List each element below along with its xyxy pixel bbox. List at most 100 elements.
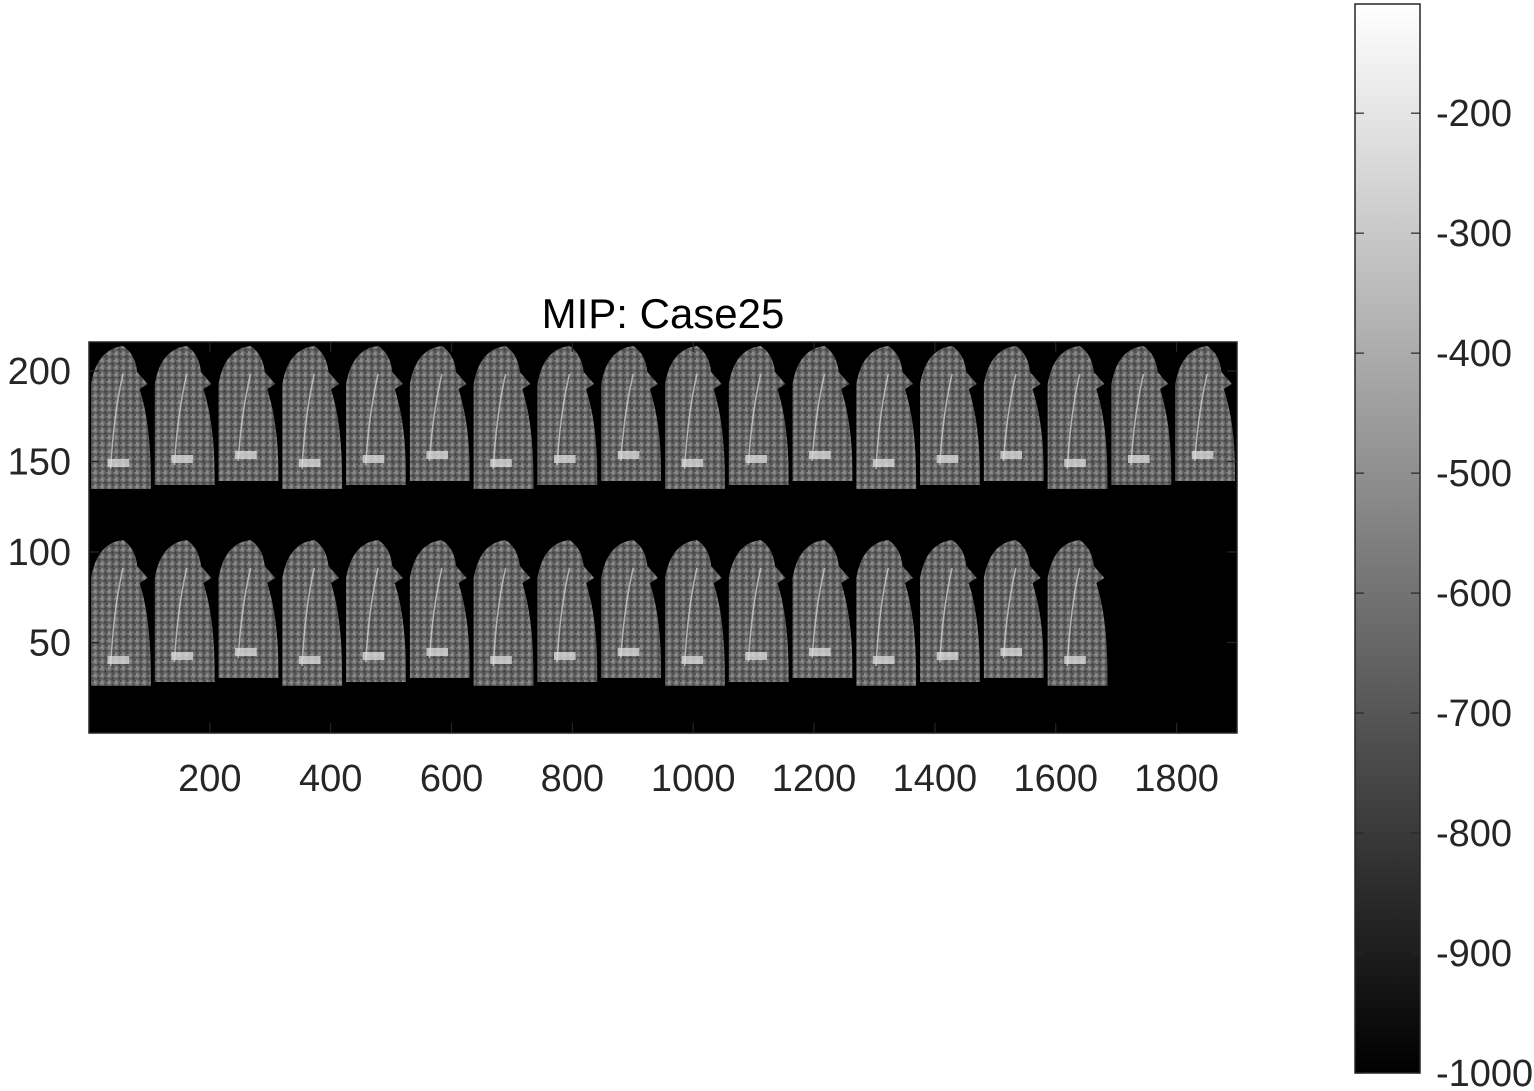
x-tick-label: 1400 bbox=[893, 758, 978, 800]
y-tick-label: 150 bbox=[8, 441, 71, 483]
bright-band bbox=[745, 455, 767, 463]
bright-band bbox=[1191, 451, 1214, 459]
bright-band bbox=[872, 656, 895, 664]
vessel-streak bbox=[747, 373, 762, 466]
colorbar-ticks: -200 -300 -400 -500 -600 -700 -800 -900 -1000 bbox=[1355, 93, 1533, 1091]
bright-band bbox=[426, 451, 449, 459]
colorbar-tick-label: -400 bbox=[1436, 333, 1512, 375]
image-axes: 200 400 600 800 1000 1200 1400 1600 1800 200 150 1… bbox=[8, 341, 1238, 800]
vessel-streak bbox=[109, 567, 124, 667]
lung-tile bbox=[537, 346, 598, 485]
vessel-streak bbox=[938, 373, 953, 466]
bright-band bbox=[1000, 451, 1023, 459]
bright-band bbox=[107, 656, 130, 664]
colorbar-tick-label: -500 bbox=[1436, 453, 1512, 495]
vessel-streak bbox=[492, 567, 507, 667]
vessel-streak bbox=[301, 373, 316, 470]
vessel-streak bbox=[364, 567, 379, 663]
bright-band bbox=[553, 652, 576, 660]
x-tick-label: 1600 bbox=[1013, 758, 1098, 800]
lung-tile bbox=[154, 540, 215, 682]
y-tick-label: 50 bbox=[29, 622, 71, 664]
lung-tile bbox=[983, 540, 1044, 678]
lung-tile bbox=[1111, 346, 1172, 485]
x-tick-label: 1000 bbox=[651, 758, 736, 800]
bright-band bbox=[681, 656, 704, 664]
bright-band bbox=[362, 652, 385, 660]
lung-tile bbox=[792, 540, 853, 678]
lung-tile bbox=[473, 346, 534, 489]
vessel-streak bbox=[1130, 373, 1145, 466]
bright-band bbox=[809, 451, 831, 459]
colorbar: -200 -300 -400 -500 -600 -700 -800 -900 -1000 bbox=[1354, 3, 1533, 1091]
vessel-streak bbox=[173, 373, 188, 466]
bright-band bbox=[617, 451, 640, 459]
vessel-streak bbox=[492, 373, 507, 470]
bright-band bbox=[1064, 459, 1086, 467]
lung-tile bbox=[792, 346, 853, 481]
lung-tile bbox=[665, 540, 725, 686]
lung-tile bbox=[218, 540, 279, 678]
lung-tile bbox=[346, 346, 406, 485]
figure-title: MIP: Case25 bbox=[542, 290, 785, 337]
colorbar-tick-label: -600 bbox=[1436, 573, 1512, 615]
bright-band bbox=[362, 455, 385, 463]
vessel-streak bbox=[556, 567, 571, 663]
image-frame bbox=[88, 341, 1238, 734]
lung-tile bbox=[154, 346, 215, 485]
lung-tile bbox=[409, 346, 470, 481]
bright-band bbox=[235, 648, 257, 656]
vessel-streak bbox=[173, 567, 188, 663]
vessel-streak bbox=[747, 567, 762, 663]
lung-tile bbox=[728, 346, 789, 485]
bright-band bbox=[681, 459, 704, 467]
colorbar-tick-label: -1000 bbox=[1436, 1053, 1533, 1091]
lung-tile bbox=[665, 346, 725, 489]
y-axis-ticks: 200 150 100 50 bbox=[8, 351, 1237, 664]
lung-tile bbox=[346, 540, 406, 682]
bright-band bbox=[617, 648, 640, 656]
mip-tiles bbox=[91, 346, 1235, 686]
vessel-streak bbox=[683, 567, 698, 667]
lung-tile bbox=[409, 540, 470, 678]
vessel-streak bbox=[875, 567, 890, 667]
x-tick-label: 200 bbox=[178, 758, 241, 800]
colorbar-tick-label: -700 bbox=[1436, 693, 1512, 735]
vessel-streak bbox=[1066, 373, 1081, 470]
x-tick-label: 1200 bbox=[772, 758, 857, 800]
lung-tile bbox=[983, 346, 1044, 481]
lung-tile bbox=[218, 346, 279, 481]
image-background bbox=[89, 342, 1237, 733]
bright-band bbox=[1064, 656, 1086, 664]
lung-tile bbox=[91, 346, 151, 489]
y-tick-label: 200 bbox=[8, 351, 71, 393]
y-tick-label: 100 bbox=[8, 532, 71, 574]
lung-tile bbox=[1047, 540, 1108, 686]
lung-tile bbox=[601, 346, 661, 481]
colorbar-tick-label: -200 bbox=[1436, 93, 1512, 135]
lung-tile bbox=[728, 540, 789, 682]
vessel-streak bbox=[556, 373, 571, 466]
vessel-streak bbox=[938, 567, 953, 663]
lung-tile bbox=[537, 540, 598, 682]
bright-band bbox=[107, 459, 130, 467]
colorbar-tick-label: -300 bbox=[1436, 213, 1512, 255]
lung-tile bbox=[601, 540, 661, 678]
colorbar-tick-label: -800 bbox=[1436, 813, 1512, 855]
bright-band bbox=[490, 459, 512, 467]
bright-band bbox=[936, 652, 959, 660]
lung-tile bbox=[473, 540, 534, 686]
bright-band bbox=[490, 656, 512, 664]
lung-tile bbox=[282, 540, 343, 686]
lung-tile bbox=[1175, 346, 1235, 481]
lung-tile bbox=[1047, 346, 1108, 489]
vessel-streak bbox=[109, 373, 124, 470]
x-tick-label: 1800 bbox=[1134, 758, 1219, 800]
bright-band bbox=[553, 455, 576, 463]
lung-tile bbox=[920, 346, 980, 485]
colorbar-tick-label: -900 bbox=[1436, 933, 1512, 975]
bright-band bbox=[936, 455, 959, 463]
bright-band bbox=[745, 652, 767, 660]
bright-band bbox=[872, 459, 895, 467]
